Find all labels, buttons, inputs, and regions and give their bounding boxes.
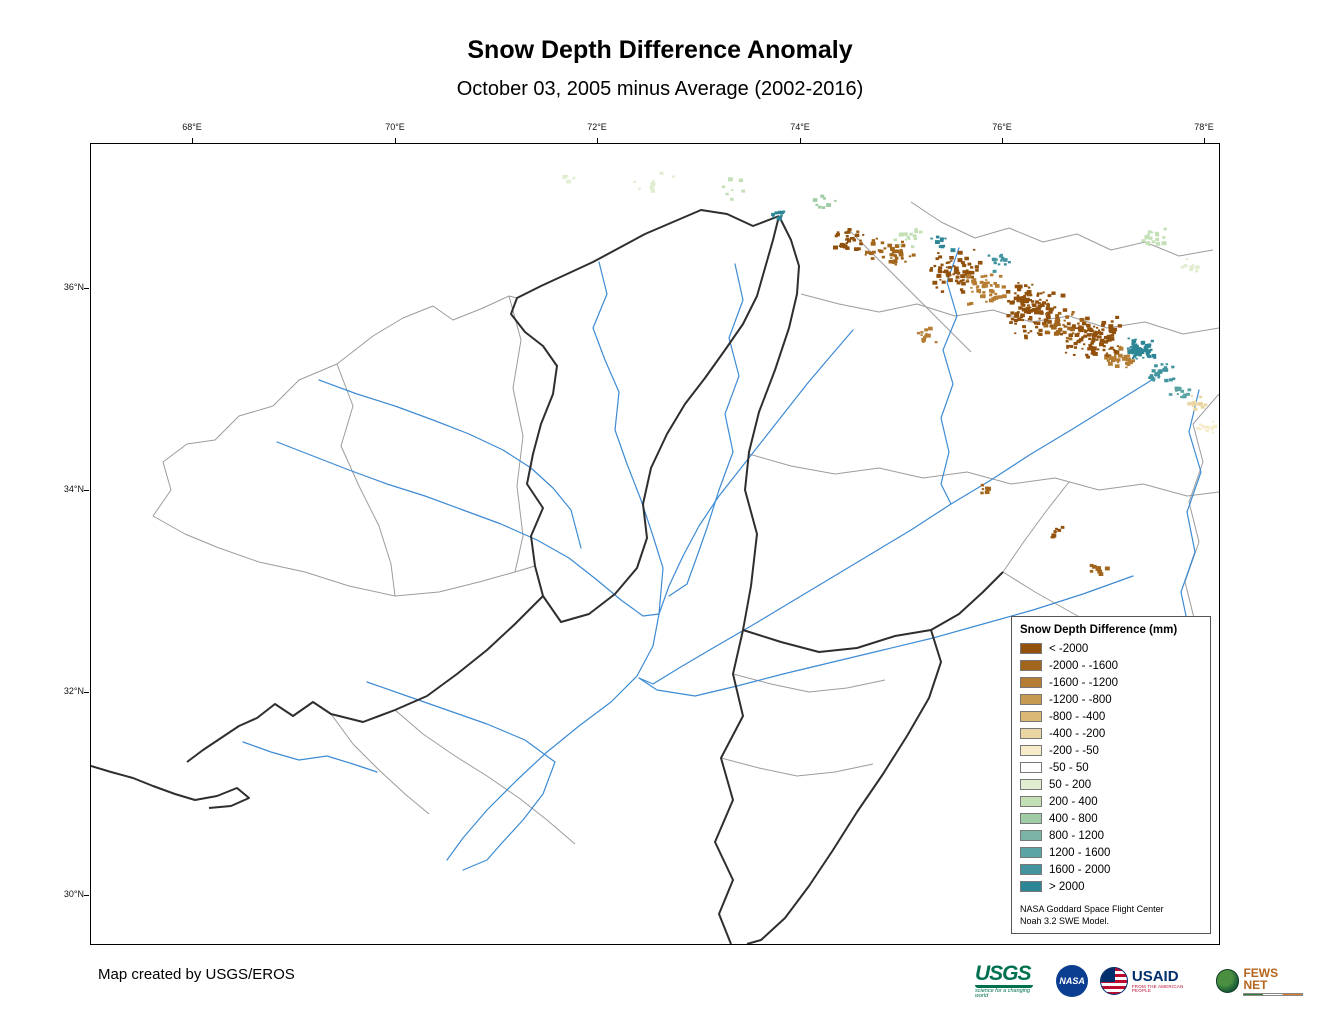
legend-swatch	[1020, 796, 1042, 807]
legend-entry: 200 - 400	[1020, 793, 1202, 810]
longitude-label: 70°E	[385, 122, 405, 132]
legend-entry: -2000 - -1600	[1020, 657, 1202, 674]
usgs-logo-text: USGS	[975, 961, 1032, 985]
legend-entry: -800 - -400	[1020, 708, 1202, 725]
longitude-tick	[1204, 138, 1205, 143]
attribution-text: Map created by USGS/EROS	[98, 966, 295, 983]
legend-entry: < -2000	[1020, 640, 1202, 657]
legend-entries: < -2000 -2000 - -1600 -1600 - -1200 -1200 -…	[1020, 640, 1202, 895]
anomaly-patches-layer	[562, 171, 1218, 576]
usgs-logo: USGS science for a changing world	[975, 963, 1044, 1000]
legend-entry-label: > 2000	[1049, 880, 1085, 893]
legend-entry: 1200 - 1600	[1020, 844, 1202, 861]
legend-entry: -400 - -200	[1020, 725, 1202, 742]
legend-entry: -1600 - -1200	[1020, 674, 1202, 691]
longitude-label: 78°E	[1194, 122, 1214, 132]
basin-boundary	[91, 209, 1004, 944]
usaid-logo-text: USAID	[1131, 967, 1179, 985]
usaid-tagline: FROM THE AMERICAN PEOPLE	[1131, 983, 1184, 993]
legend-entry: -50 - 50	[1020, 759, 1202, 776]
legend-title: Snow Depth Difference (mm)	[1020, 624, 1178, 636]
longitude-tick	[395, 138, 396, 143]
footer-logos: USGS science for a changing world NASA U…	[975, 952, 1305, 1010]
longitude-label: 72°E	[587, 122, 607, 132]
legend-entry-label: -1200 - -800	[1049, 693, 1112, 706]
longitude-label: 74°E	[790, 122, 810, 132]
latitude-label: 32°N	[63, 686, 84, 696]
latitude-tick	[84, 288, 89, 289]
legend-swatch	[1020, 762, 1042, 773]
latitude-tick	[84, 895, 89, 896]
legend-swatch	[1020, 881, 1042, 892]
fewsnet-logo: FEWS NET	[1215, 967, 1305, 996]
legend-entry: -200 - -50	[1020, 742, 1202, 759]
legend-source-line2: Noah 3.2 SWE Model.	[1020, 916, 1110, 927]
usgs-tagline: science for a changing world	[975, 987, 1031, 999]
map-title: Snow Depth Difference Anomaly	[467, 36, 853, 64]
map-frame: Snow Depth Difference (mm) < -2000 -2000 …	[90, 143, 1220, 945]
legend-entry-label: 200 - 400	[1049, 795, 1098, 808]
legend-entry-label: -1600 - -1200	[1049, 676, 1119, 689]
longitude-tick	[597, 138, 598, 143]
usgs-swoosh	[975, 984, 1033, 988]
latitude-label: 30°N	[63, 889, 84, 899]
fewsnet-globe-icon	[1215, 969, 1240, 993]
legend-entry-label: 1200 - 1600	[1049, 846, 1111, 859]
fewsnet-logo-text: FEWS NET	[1243, 965, 1279, 992]
legend-swatch	[1020, 779, 1042, 790]
usaid-flag-icon	[1100, 967, 1128, 995]
legend-entry-label: 400 - 800	[1049, 812, 1098, 825]
legend-source: NASA Goddard Space Flight Center Noah 3.…	[1020, 903, 1202, 927]
legend-swatch	[1020, 830, 1042, 841]
legend-entry: 1600 - 2000	[1020, 861, 1202, 878]
legend-entry-label: 800 - 1200	[1049, 829, 1104, 842]
legend-swatch	[1020, 694, 1042, 705]
legend-swatch	[1020, 728, 1042, 739]
longitude-tick	[800, 138, 801, 143]
legend-entry-label: -200 - -50	[1049, 744, 1099, 757]
usaid-logo: USAID FROM THE AMERICAN PEOPLE	[1100, 967, 1204, 995]
map-subtitle: October 03, 2005 minus Average (2002-201…	[456, 78, 864, 100]
legend-entry-label: -2000 - -1600	[1049, 659, 1119, 672]
legend-swatch	[1020, 745, 1042, 756]
legend: Snow Depth Difference (mm) < -2000 -2000 …	[1011, 616, 1211, 935]
longitude-label: 76°E	[992, 122, 1012, 132]
fewsnet-text-block: FEWS NET	[1243, 967, 1305, 996]
latitude-tick	[84, 490, 89, 491]
legend-entry-label: -400 - -200	[1049, 727, 1106, 740]
legend-swatch	[1020, 660, 1042, 671]
legend-swatch	[1020, 864, 1042, 875]
basin-map	[91, 171, 1219, 944]
legend-entry-label: 1600 - 2000	[1049, 863, 1111, 876]
latitude-tick	[84, 692, 89, 693]
legend-swatch	[1020, 677, 1042, 688]
usaid-text-block: USAID FROM THE AMERICAN PEOPLE	[1132, 969, 1204, 994]
legend-entry: -1200 - -800	[1020, 691, 1202, 708]
legend-entry: 800 - 1200	[1020, 827, 1202, 844]
legend-entry-label: -50 - 50	[1049, 761, 1089, 774]
legend-entry-label: < -2000	[1049, 642, 1089, 655]
legend-source-line1: NASA Goddard Space Flight Center	[1020, 904, 1164, 914]
longitude-tick	[1002, 138, 1003, 143]
latitude-label: 36°N	[63, 282, 84, 292]
longitude-label: 68°E	[182, 122, 202, 132]
legend-entry: 400 - 800	[1020, 810, 1202, 827]
legend-swatch	[1020, 847, 1042, 858]
latitude-label: 34°N	[63, 484, 84, 494]
nasa-logo-text: NASA	[1059, 976, 1085, 986]
legend-swatch	[1020, 643, 1042, 654]
legend-entry: > 2000	[1020, 878, 1202, 895]
rivers	[242, 247, 1202, 871]
longitude-tick	[192, 138, 193, 143]
legend-swatch	[1020, 711, 1042, 722]
legend-entry-label: 50 - 200	[1049, 778, 1092, 791]
fewsnet-color-bar	[1243, 992, 1304, 996]
legend-swatch	[1020, 813, 1042, 824]
nasa-logo: NASA	[1056, 965, 1089, 997]
legend-entry: 50 - 200	[1020, 776, 1202, 793]
legend-entry-label: -800 - -400	[1049, 710, 1106, 723]
